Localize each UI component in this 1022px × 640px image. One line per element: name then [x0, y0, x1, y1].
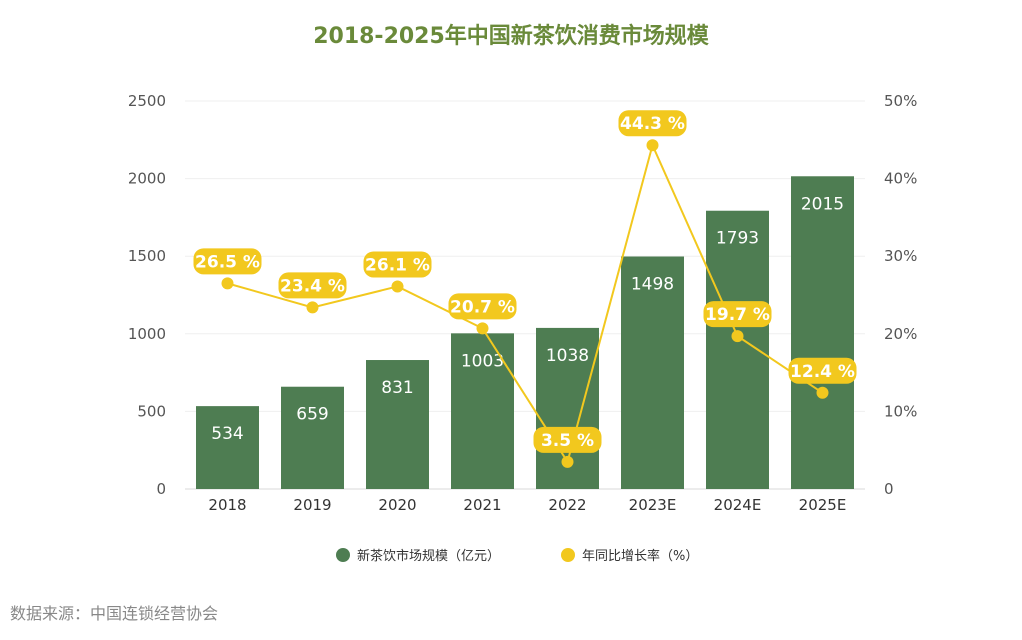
growth-point — [646, 139, 659, 152]
growth-point — [306, 301, 319, 314]
bar-value-label: 1038 — [546, 346, 589, 366]
category-label: 2025E — [799, 496, 847, 514]
left-axis-tick: 1000 — [128, 325, 166, 343]
left-axis-tick: 500 — [137, 402, 166, 420]
legend-marker — [336, 548, 350, 562]
bar — [621, 256, 684, 489]
category-label: 2019 — [293, 496, 331, 514]
category-label: 2023E — [629, 496, 677, 514]
bar — [196, 406, 259, 489]
bar-value-label: 2015 — [801, 194, 844, 214]
growth-label: 26.1 % — [365, 255, 430, 275]
category-label: 2022 — [548, 496, 586, 514]
right-axis-tick: 50% — [884, 92, 917, 110]
growth-label: 12.4 % — [790, 362, 855, 382]
growth-label-bg — [448, 293, 517, 320]
growth-point — [731, 330, 744, 343]
growth-point — [816, 386, 829, 399]
growth-point — [476, 322, 489, 335]
category-label: 2024E — [714, 496, 762, 514]
right-axis-tick: 30% — [884, 247, 917, 265]
right-axis-tick: 20% — [884, 325, 917, 343]
left-axis-tick: 0 — [156, 480, 166, 498]
left-axis-tick: 1500 — [128, 247, 166, 265]
growth-label: 19.7 % — [705, 305, 770, 325]
growth-label-bg — [193, 248, 262, 275]
growth-point — [221, 277, 234, 290]
growth-label-bg — [278, 272, 347, 299]
category-label: 2021 — [463, 496, 501, 514]
bar — [366, 360, 429, 489]
right-axis-tick: 10% — [884, 402, 917, 420]
bar-value-label: 1498 — [631, 275, 674, 295]
growth-label-bg — [703, 301, 772, 328]
bar — [791, 176, 854, 489]
growth-label-bg — [533, 426, 602, 453]
bar-value-label: 534 — [211, 424, 243, 444]
right-axis-tick: 40% — [884, 170, 917, 188]
bar — [451, 333, 514, 489]
growth-label: 26.5 % — [195, 252, 260, 272]
bar-value-label: 659 — [296, 405, 328, 425]
category-label: 2018 — [208, 496, 246, 514]
growth-label-bg — [788, 357, 857, 384]
left-axis-tick: 2500 — [128, 92, 166, 110]
growth-label: 20.7 % — [450, 297, 515, 317]
bar-value-label: 1003 — [461, 351, 504, 371]
right-axis-tick: 0 — [884, 480, 894, 498]
bar — [281, 386, 344, 489]
legend-label: 新茶饮市场规模（亿元） — [357, 548, 500, 564]
chart-title: 2018-2025年中国新茶饮消费市场规模 — [313, 24, 709, 49]
growth-label-bg — [618, 110, 687, 137]
legend-label: 年同比增长率（%） — [582, 548, 698, 564]
growth-label: 44.3 % — [620, 114, 685, 134]
legend-marker — [561, 548, 575, 562]
left-axis-tick: 2000 — [128, 170, 166, 188]
category-label: 2020 — [378, 496, 416, 514]
growth-label: 23.4 % — [280, 276, 345, 296]
growth-point — [391, 280, 404, 293]
bar-value-label: 831 — [381, 378, 413, 398]
bar-value-label: 1793 — [716, 229, 759, 249]
growth-label-bg — [363, 251, 432, 278]
growth-label: 3.5 % — [541, 431, 594, 451]
growth-point — [561, 455, 574, 468]
data-source: 数据来源：中国连锁经营协会 — [10, 604, 219, 623]
